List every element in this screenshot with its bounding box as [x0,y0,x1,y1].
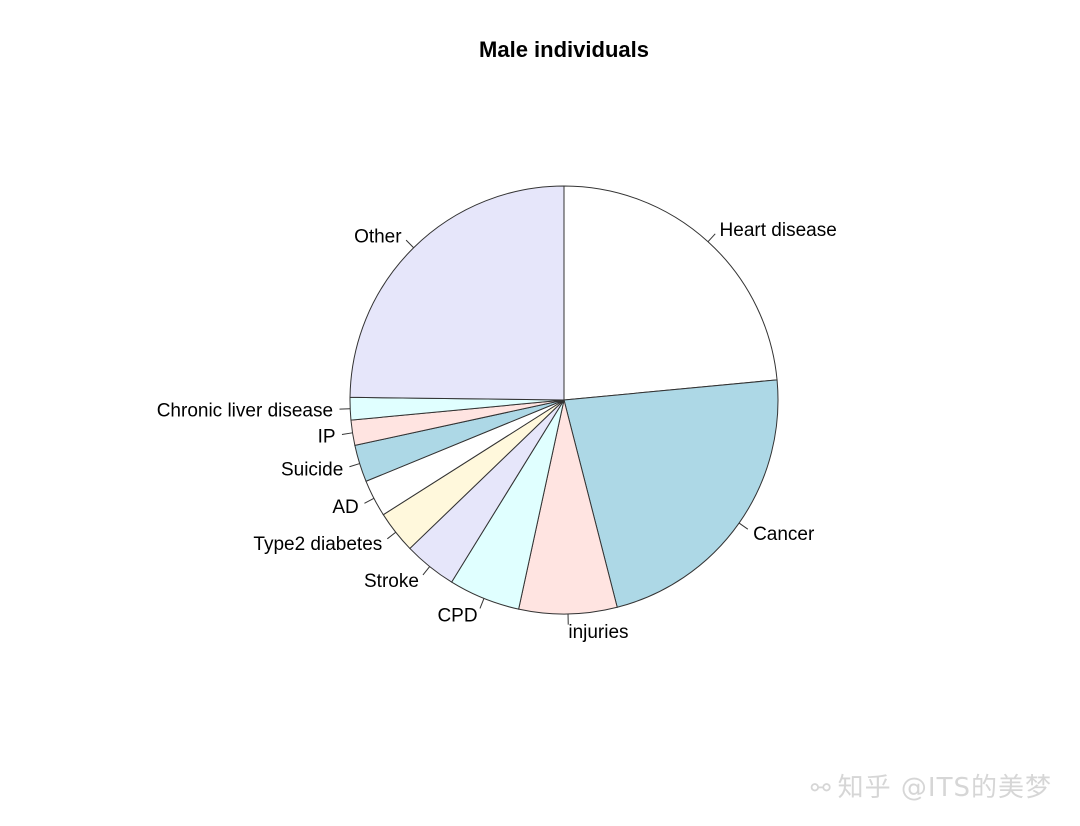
label-ip: IP [318,426,336,447]
pie-label-lines [339,233,749,625]
label-cpd: CPD [437,605,477,626]
label-type2-diabetes: Type2 diabetes [253,534,382,555]
label-line-ip [341,432,353,435]
slice-cancer [563,379,779,608]
label-line-heart-disease [707,233,716,243]
label-line-cpd [479,598,485,609]
wechat-icon: ⚯ [810,774,832,802]
label-line-type2-diabetes [387,531,397,540]
watermark-text: 知乎 @ITS的美梦 [837,773,1052,803]
slice-heart-disease [563,185,778,401]
pie-slices [349,185,779,615]
pie-labels: Heart disease Cancer injuries CPD Stroke Type… [157,220,837,643]
label-line-ad [364,497,375,504]
label-chronic-liver-disease: Chronic liver disease [157,400,333,421]
label-stroke: Stroke [364,571,419,592]
chart-title: Male individuals [479,37,649,62]
label-line-cancer [738,522,749,530]
label-line-suicide [349,463,360,468]
watermark: ⚯ 知乎 @ITS的美梦 [811,767,1052,804]
label-line-stroke [422,566,431,576]
label-suicide: Suicide [281,460,343,481]
label-injuries: injuries [568,622,628,643]
label-other: Other [354,227,402,248]
label-ad: AD [332,497,358,518]
label-cancer: Cancer [753,524,815,545]
slice-other [349,185,565,401]
slice-injuries [518,399,618,615]
label-line-other [405,239,414,249]
label-heart-disease: Heart disease [720,220,837,241]
